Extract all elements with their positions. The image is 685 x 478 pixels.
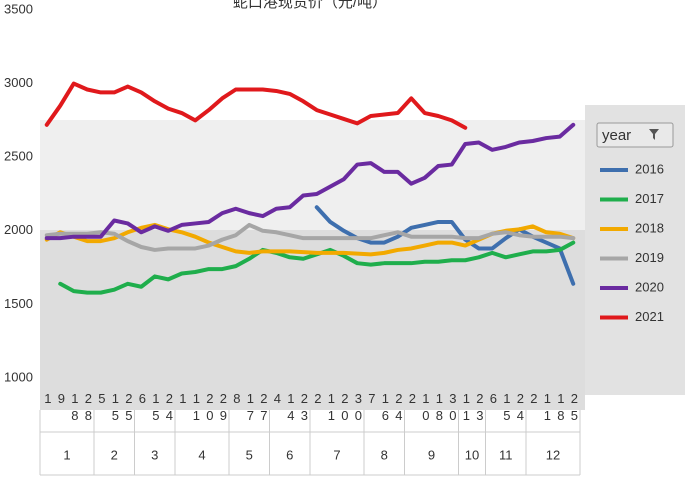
x-group-label: 2 — [111, 447, 118, 462]
x-tick-label: 16 — [378, 391, 393, 425]
x-tick-label: 11 — [459, 391, 474, 425]
x-tick-label: 5 — [94, 391, 109, 408]
x-tick-label: 2 — [405, 391, 420, 408]
legend-label: 2020 — [635, 279, 664, 294]
plot-band — [40, 120, 585, 230]
x-tick-label: 23 — [297, 391, 312, 425]
x-tick-label: 15 — [499, 391, 514, 425]
legend-label: 2016 — [635, 161, 664, 176]
x-group-label: 4 — [198, 447, 205, 462]
x-tick-label: 9 — [54, 391, 69, 408]
y-tick-label: 1000 — [4, 369, 33, 384]
x-tick-label: 20 — [337, 391, 352, 425]
legend-label: 2017 — [635, 191, 664, 206]
x-group-label: 1 — [63, 447, 70, 462]
x-tick-label: 27 — [256, 391, 271, 425]
x-group-label: 10 — [465, 447, 479, 462]
legend-label: 2021 — [635, 309, 664, 324]
x-tick-label: 14 — [283, 391, 298, 425]
y-tick-label: 3500 — [4, 1, 33, 16]
legend-label: 2018 — [635, 220, 664, 235]
x-tick-label: 25 — [567, 391, 582, 425]
x-tick-label: 11 — [324, 391, 339, 425]
x-tick-label: 10 — [418, 391, 433, 425]
series-line — [44, 122, 576, 241]
x-tick-label: 1 — [40, 391, 55, 408]
x-group-label: 12 — [546, 447, 560, 462]
x-tick-label: 30 — [351, 391, 366, 425]
x-tick-label: 23 — [472, 391, 487, 425]
x-tick-label: 11 — [540, 391, 555, 425]
x-group-label: 9 — [428, 447, 435, 462]
y-tick-label: 2500 — [4, 149, 33, 164]
x-group-label: 11 — [499, 447, 513, 462]
x-tick-label: 25 — [121, 391, 136, 425]
x-tick-label: 20 — [202, 391, 217, 425]
x-tick-label: 15 — [148, 391, 163, 425]
x-group-label: 5 — [246, 447, 253, 462]
x-tick-label: 11 — [189, 391, 204, 425]
x-tick-label: 18 — [67, 391, 82, 425]
x-tick-label: 24 — [391, 391, 406, 425]
x-tick-label: 4 — [270, 391, 285, 408]
legend-panel — [585, 105, 685, 395]
x-group-label: 3 — [151, 447, 158, 462]
series-line — [44, 81, 468, 130]
filter-icon — [649, 129, 659, 140]
y-tick-label: 1500 — [4, 296, 33, 311]
x-tick-label: 2 — [310, 391, 325, 408]
x-group-label: 6 — [286, 447, 293, 462]
x-group-label: 8 — [381, 447, 388, 462]
x-tick-label: 28 — [81, 391, 96, 425]
x-tick-label: 17 — [243, 391, 258, 425]
legend-title: year — [602, 127, 631, 144]
x-tick-label: 2 — [526, 391, 541, 408]
x-group-label: 7 — [333, 447, 340, 462]
x-tick-label: 18 — [553, 391, 568, 425]
chart-title: 蛇口港现货价（元/吨） — [233, 0, 387, 11]
x-tick-label: 24 — [162, 391, 177, 425]
legend-label: 2019 — [635, 250, 664, 265]
y-tick-label: 2000 — [4, 222, 33, 237]
x-tick-label: 18 — [432, 391, 447, 425]
plot-band — [40, 230, 585, 410]
y-tick-label: 3000 — [4, 75, 33, 90]
x-tick-label: 24 — [513, 391, 528, 425]
x-tick-label: 6 — [135, 391, 150, 408]
x-tick-label: 15 — [108, 391, 123, 425]
x-tick-label: 29 — [216, 391, 231, 425]
series-line — [44, 222, 576, 252]
x-tick-label: 7 — [364, 391, 379, 408]
x-tick-label: 30 — [445, 391, 460, 425]
x-tick-label: 6 — [486, 391, 501, 408]
x-tick-label: 1 — [175, 391, 190, 408]
x-tick-label: 8 — [229, 391, 244, 408]
